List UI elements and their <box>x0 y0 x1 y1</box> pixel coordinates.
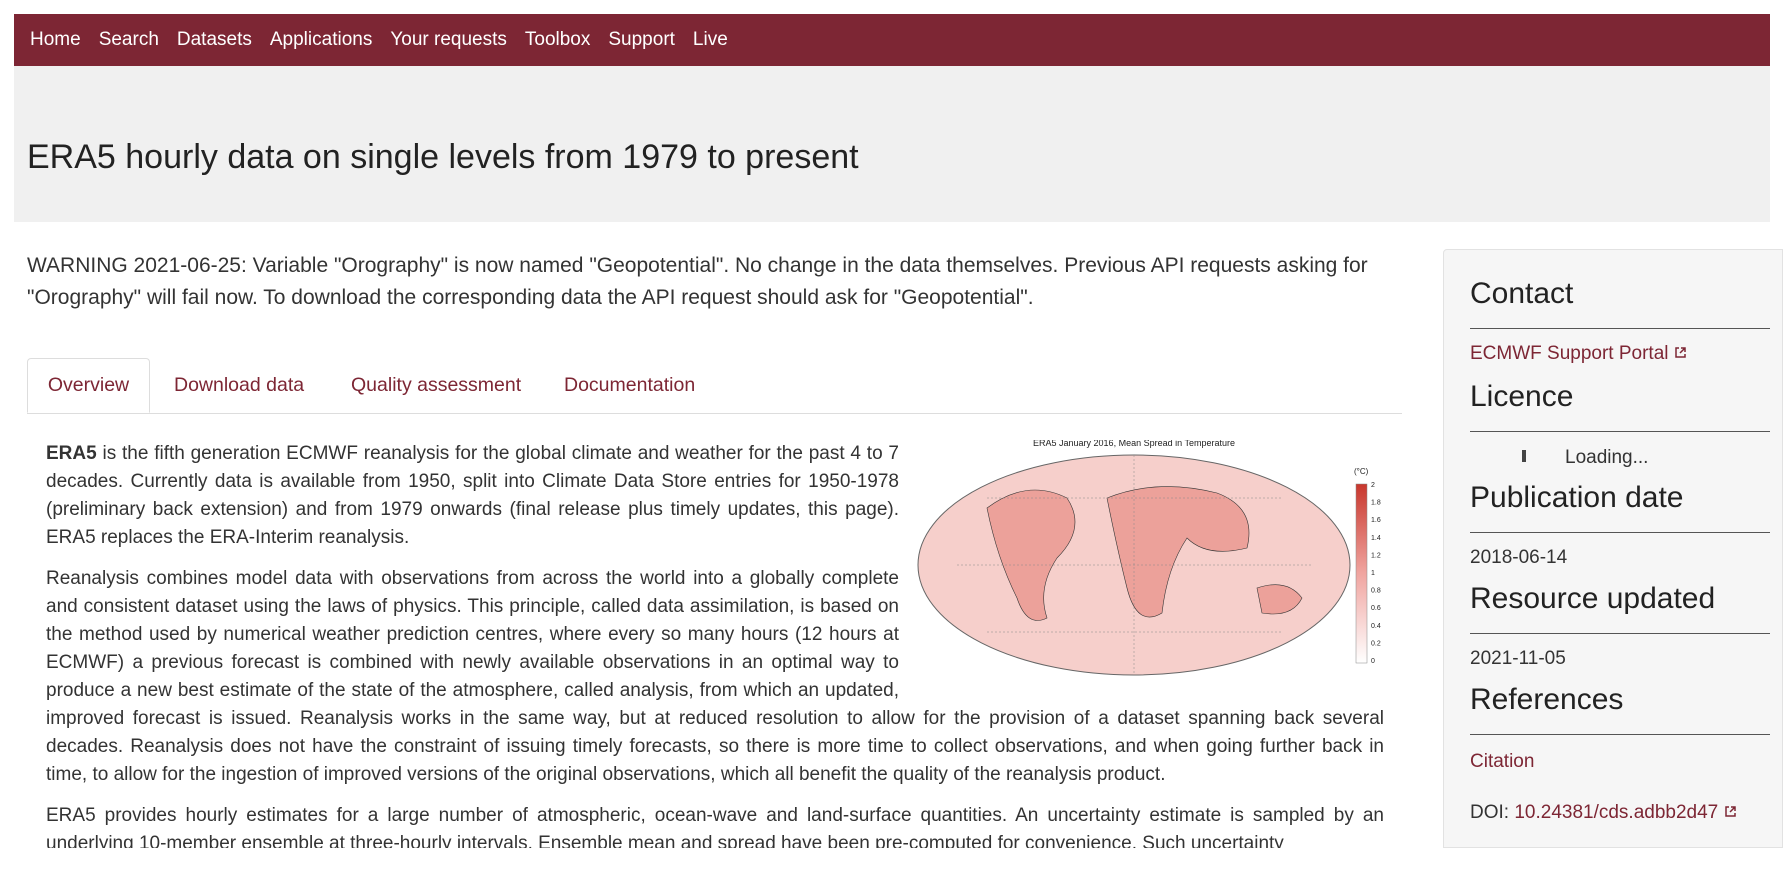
sidebar-heading: Resource updated <box>1470 582 1716 615</box>
tab[interactable]: Download data <box>174 374 305 396</box>
sidebar-heading: Publication date <box>1470 481 1684 514</box>
nav-item[interactable]: Support <box>608 29 675 50</box>
divider <box>1470 734 1770 735</box>
map-land <box>1106 486 1250 618</box>
figure: ERA5 January 2016, Mean Spread in Temper… <box>917 440 1381 676</box>
legend-bar <box>1355 483 1368 664</box>
warning: WARNING 2021-06-25: Variable "Orography"… <box>27 254 1368 309</box>
sidebar-heading: Contact <box>1470 277 1574 310</box>
legend-label: 1.2 <box>1371 552 1381 559</box>
link-text[interactable]: ECMWF Support Portal <box>1470 343 1669 364</box>
legend-label: 1.4 <box>1371 535 1381 542</box>
sidebar-heading: Licence <box>1470 380 1574 413</box>
legend-label: 2 <box>1371 482 1375 489</box>
legend-label: 1 <box>1371 570 1375 577</box>
doi-label: DOI: <box>1470 802 1510 823</box>
lead: ERA5 <box>46 443 97 464</box>
paragraph: ERA5 is the fifth generation ECMWF reana… <box>46 440 1384 552</box>
external-icon <box>1675 347 1686 358</box>
divider <box>1470 633 1770 634</box>
sidebar-heading: References <box>1470 683 1624 716</box>
legend-label: 1.6 <box>1371 517 1381 524</box>
legend-unit: (°C) <box>1354 467 1369 476</box>
overview-text: ERA5 January 2016, Mean Spread in Temper… <box>46 440 1384 848</box>
nav-bar: Home Search Datasets Applications Your reque… <box>14 14 1770 66</box>
nav-item[interactable]: Toolbox <box>524 29 591 50</box>
tab[interactable]: Documentation <box>564 374 696 396</box>
map-land <box>986 489 1076 621</box>
legend-label: 0.4 <box>1371 623 1381 630</box>
divider <box>1470 328 1770 329</box>
figure-caption: ERA5 January 2016, Mean Spread in Temper… <box>1033 440 1235 448</box>
map-grid <box>957 455 1311 675</box>
publication-date: 2018-06-14 <box>1470 547 1568 568</box>
text: is the fifth generation ECMWF reanalysis… <box>46 443 899 548</box>
external-icon <box>1724 806 1736 817</box>
tab-line <box>27 413 1402 414</box>
legend-label: 0 <box>1371 658 1375 665</box>
legend-label: 0.6 <box>1371 605 1381 612</box>
support-link[interactable]: ECMWF Support Portal <box>1470 343 1687 365</box>
header-band <box>14 66 1770 222</box>
sidebar: Contact ECMWF Support Portal Licence Loa… <box>1443 249 1783 848</box>
nav-item[interactable]: Live <box>692 29 728 50</box>
nav-item[interactable]: Your requests <box>390 29 507 50</box>
tab[interactable]: Quality assessment <box>351 374 522 396</box>
nav-item[interactable]: Home <box>30 29 81 50</box>
licence-status: Loading... <box>1565 447 1649 468</box>
map-land <box>1256 584 1303 615</box>
divider <box>1470 431 1770 432</box>
paragraph: ERA5 provides hourly estimates for a lar… <box>46 805 1384 848</box>
divider <box>1470 532 1770 533</box>
tab[interactable]: Overview <box>27 358 150 413</box>
nav-item[interactable]: Search <box>98 29 159 50</box>
legend-label: 0.2 <box>1371 640 1381 647</box>
nav-item[interactable]: Applications <box>269 29 373 50</box>
doi: DOI: 10.24381/cds.adbb2d47 <box>1470 802 1737 824</box>
doi-link[interactable]: 10.24381/cds.adbb2d47 <box>1514 802 1719 823</box>
legend-label: 0.8 <box>1371 588 1381 595</box>
spinner <box>1522 450 1526 462</box>
page-title: ERA5 hourly data on single levels from 1… <box>27 138 859 176</box>
updated-date: 2021-11-05 <box>1470 648 1566 669</box>
paragraph: Reanalysis combines model data with obse… <box>46 568 1384 785</box>
legend-label: 1.8 <box>1371 500 1381 507</box>
nav-item[interactable]: Datasets <box>176 29 252 50</box>
citation-link[interactable]: Citation <box>1470 751 1535 772</box>
